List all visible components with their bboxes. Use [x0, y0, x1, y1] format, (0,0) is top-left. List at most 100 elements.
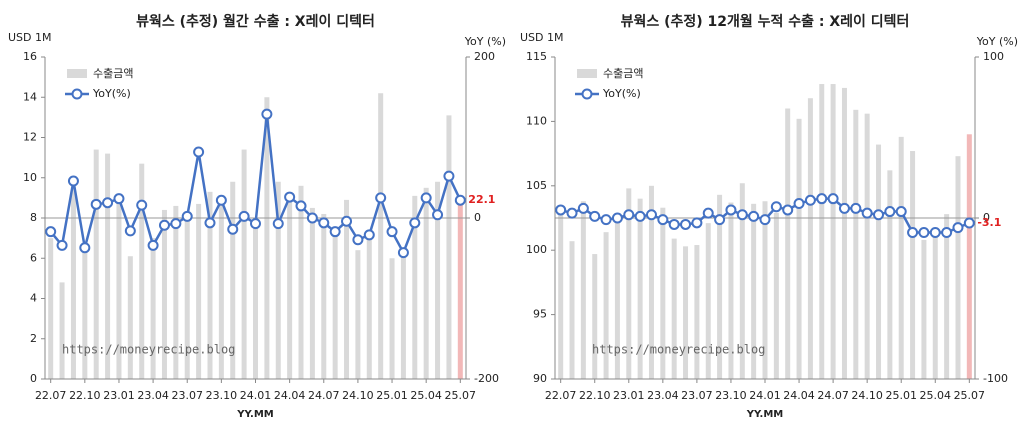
yoy-marker: [816, 193, 828, 205]
bar: [592, 254, 598, 379]
yoy-marker: [793, 198, 805, 210]
bar: [207, 191, 213, 379]
y2-tick-label: -100: [983, 372, 1008, 385]
legend-label: YoY(%): [92, 87, 131, 100]
yoy-marker: [748, 210, 760, 222]
x-tick-label: 22.10: [579, 389, 611, 402]
bar: [139, 163, 145, 379]
y2-axis-label: YoY (%): [464, 35, 506, 48]
watermark: https://moneyrecipe.blog: [62, 343, 235, 357]
y-tick-label: 100: [526, 243, 547, 256]
bar: [705, 223, 711, 379]
bar: [287, 197, 293, 379]
yoy-marker: [657, 214, 669, 226]
yoy-marker: [147, 239, 159, 251]
legend-marker: [581, 88, 593, 100]
yoy-marker: [341, 215, 353, 227]
y-tick-label: 2: [30, 332, 37, 345]
y-tick-label: 14: [23, 90, 37, 103]
legend-label: YoY(%): [602, 87, 641, 100]
chart-title: 뷰웍스 (추정) 월간 수출 : X레이 디텍터: [136, 13, 375, 30]
yoy-marker: [56, 239, 68, 251]
x-tick-label: 24.01: [240, 389, 272, 402]
x-tick-label: 23.04: [137, 389, 169, 402]
x-axis-label: YY.MM: [236, 409, 274, 420]
yoy-marker: [238, 210, 250, 222]
yoy-marker: [963, 217, 975, 229]
yoy-marker: [702, 207, 714, 219]
chart: 뷰웍스 (추정) 12개월 누적 수출 : X레이 디텍터 USD 1M YoY (…: [520, 13, 1018, 420]
data-label: 22.1: [468, 193, 495, 206]
y-axis-label: USD 1M: [520, 31, 564, 44]
bar: [59, 282, 65, 379]
bar: [796, 118, 802, 379]
yoy-marker: [67, 175, 79, 187]
bar: [446, 115, 452, 380]
x-tick-label: 22.10: [69, 389, 101, 402]
bar: [671, 238, 677, 379]
x-tick-label: 23.04: [647, 389, 679, 402]
y2-axis-label: YoY (%): [976, 35, 1018, 48]
bar: [819, 84, 825, 379]
yoy-marker: [454, 194, 466, 206]
y2-tick-label: 200: [474, 50, 495, 63]
yoy-marker: [386, 226, 398, 238]
legend-swatch: [67, 69, 87, 78]
bar: [127, 256, 133, 379]
yoy-marker: [929, 226, 941, 238]
yoy-marker: [397, 247, 409, 259]
y-tick-label: 110: [526, 114, 547, 127]
yoy-marker: [611, 212, 623, 224]
yoy-marker: [443, 170, 455, 182]
yoy-marker: [261, 108, 273, 120]
y-tick-label: 16: [23, 50, 37, 63]
yoy-marker: [884, 206, 896, 218]
y-tick-label: 115: [526, 50, 547, 63]
bar: [944, 214, 950, 379]
bar: [864, 113, 870, 379]
bar: [366, 234, 372, 379]
bar: [683, 246, 689, 379]
x-tick-label: 23.01: [103, 389, 135, 402]
yoy-marker: [79, 242, 91, 254]
yoy-marker: [284, 191, 296, 203]
bar: [321, 213, 327, 379]
x-axis-label: YY.MM: [746, 409, 784, 420]
yoy-marker: [306, 212, 318, 224]
yoy-marker: [634, 210, 646, 222]
yoy-marker: [318, 217, 330, 229]
yoy-marker: [375, 192, 387, 204]
bar: [150, 238, 156, 379]
bar: [184, 215, 190, 379]
bar: [932, 230, 938, 379]
yoy-marker: [295, 200, 307, 212]
bar: [558, 212, 564, 379]
bar: [751, 203, 757, 379]
x-tick-label: 25.01: [885, 389, 917, 402]
yoy-marker: [680, 218, 692, 230]
yoy-marker: [432, 209, 444, 221]
yoy-marker: [555, 204, 567, 216]
bar: [876, 144, 882, 379]
bar: [93, 149, 99, 379]
y-tick-label: 0: [30, 372, 37, 385]
x-tick-label: 22.07: [35, 389, 67, 402]
bar: [569, 241, 575, 379]
yoy-marker: [714, 214, 726, 226]
bar: [252, 218, 259, 379]
bar: [435, 181, 441, 379]
bar: [412, 195, 418, 379]
yoy-marker: [193, 146, 205, 158]
bar: [82, 248, 88, 379]
bar: [648, 185, 654, 379]
x-tick-label: 24.10: [342, 389, 374, 402]
yoy-marker: [736, 209, 748, 221]
yoy-marker: [804, 194, 816, 206]
yoy-marker: [204, 217, 216, 229]
x-tick-label: 24.07: [817, 389, 849, 402]
x-tick-label: 22.07: [545, 389, 577, 402]
yoy-marker: [352, 234, 364, 246]
bar: [955, 156, 961, 379]
bar: [785, 108, 791, 380]
bar: [173, 205, 179, 379]
